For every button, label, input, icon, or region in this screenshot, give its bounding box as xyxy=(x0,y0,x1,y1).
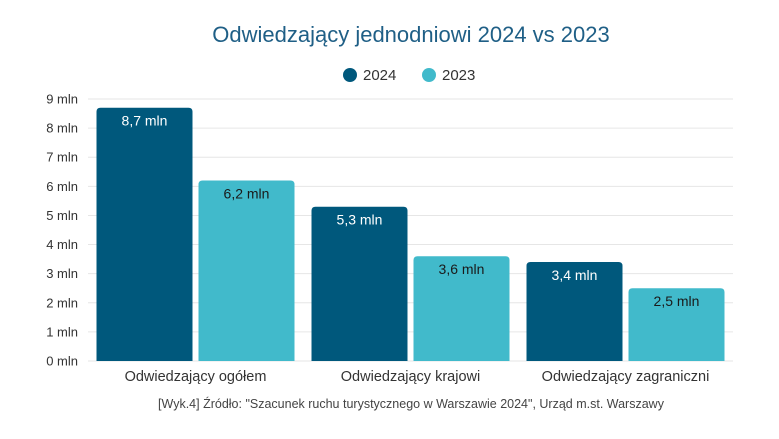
legend: 2024 2023 xyxy=(343,67,475,84)
y-tick-label: 6 mln xyxy=(46,179,78,194)
bar-odwiedzajacy-ogolem-2024 xyxy=(96,107,193,361)
legend-label-2023: 2023 xyxy=(442,67,475,84)
data-labels: 8,7 mln 6,2 mln 5,3 mln 3,6 mln 3,4 mln 2,5 m… xyxy=(122,113,700,309)
y-tick-label: 0 mln xyxy=(46,354,78,369)
category-label-odwiedzajacy-zagraniczni: Odwiedzający zagraniczni xyxy=(542,369,710,385)
legend-label-2024: 2024 xyxy=(363,67,396,84)
y-axis-tick-labels: 0 mln 1 mln 2 mln 3 mln 4 mln 5 mln 6 mln 7 mln… xyxy=(46,92,78,369)
bar-odwiedzajacy-ogolem-2023 xyxy=(198,180,295,361)
gridlines xyxy=(88,98,733,362)
x-axis-category-labels: Odwiedzający ogółem Odwiedzający krajowi O… xyxy=(125,369,710,385)
data-label-odwiedzajacy-zagraniczni-2024: 3,4 mln xyxy=(552,267,598,283)
data-label-odwiedzajacy-krajowi-2024: 5,3 mln xyxy=(337,212,383,228)
y-tick-label: 2 mln xyxy=(46,295,78,310)
data-label-odwiedzajacy-ogolem-2024: 8,7 mln xyxy=(122,113,168,129)
bars xyxy=(96,107,725,361)
y-tick-label: 3 mln xyxy=(46,266,78,281)
data-label-odwiedzajacy-krajowi-2023: 3,6 mln xyxy=(439,261,485,277)
y-tick-label: 4 mln xyxy=(46,237,78,252)
category-label-odwiedzajacy-krajowi: Odwiedzający krajowi xyxy=(341,369,480,385)
bar-odwiedzajacy-zagraniczni-2023 xyxy=(628,288,725,361)
data-label-odwiedzajacy-ogolem-2023: 6,2 mln xyxy=(224,186,270,202)
y-tick-label: 8 mln xyxy=(46,121,78,136)
bar-odwiedzajacy-krajowi-2024 xyxy=(311,206,408,361)
y-tick-label: 5 mln xyxy=(46,208,78,223)
bar-odwiedzajacy-zagraniczni-2024 xyxy=(526,262,623,361)
bar-odwiedzajacy-krajowi-2023 xyxy=(413,256,510,361)
y-tick-label: 7 mln xyxy=(46,150,78,165)
data-label-odwiedzajacy-zagraniczni-2023: 2,5 mln xyxy=(654,293,700,309)
y-tick-label: 1 mln xyxy=(46,324,78,339)
legend-marker-2023 xyxy=(422,68,436,82)
category-label-odwiedzajacy-ogolem: Odwiedzający ogółem xyxy=(125,369,267,385)
source-note: [Wyk.4] Źródło: "Szacunek ruchu turystyc… xyxy=(158,396,665,411)
y-tick-label: 9 mln xyxy=(46,92,78,107)
chart-title: Odwiedzający jednodniowi 2024 vs 2023 xyxy=(212,22,609,47)
legend-marker-2024 xyxy=(343,68,357,82)
